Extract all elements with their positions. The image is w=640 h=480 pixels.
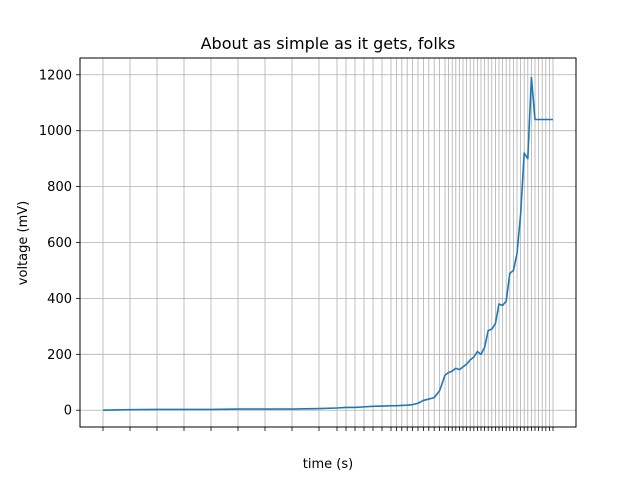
chart-title: About as simple as it gets, folks — [201, 34, 456, 53]
y-tick-label: 600 — [47, 236, 72, 251]
series-line — [102, 76, 553, 412]
y-axis-label: voltage (mV) — [16, 201, 31, 285]
y-tick-label: 1000 — [39, 124, 72, 139]
x-axis-label: time (s) — [303, 457, 353, 472]
y-tick-label: 200 — [47, 348, 72, 363]
x-axis-ticks — [102, 427, 554, 431]
y-tick-label: 800 — [47, 180, 72, 195]
y-axis-ticks: 0 200 400 600 800 1000 1200 — [39, 68, 80, 419]
y-tick-label: 0 — [64, 404, 72, 419]
y-tick-label: 400 — [47, 292, 72, 307]
y-gridlines — [80, 74, 576, 411]
series-group — [102, 76, 553, 412]
y-tick-label: 1200 — [39, 68, 72, 83]
